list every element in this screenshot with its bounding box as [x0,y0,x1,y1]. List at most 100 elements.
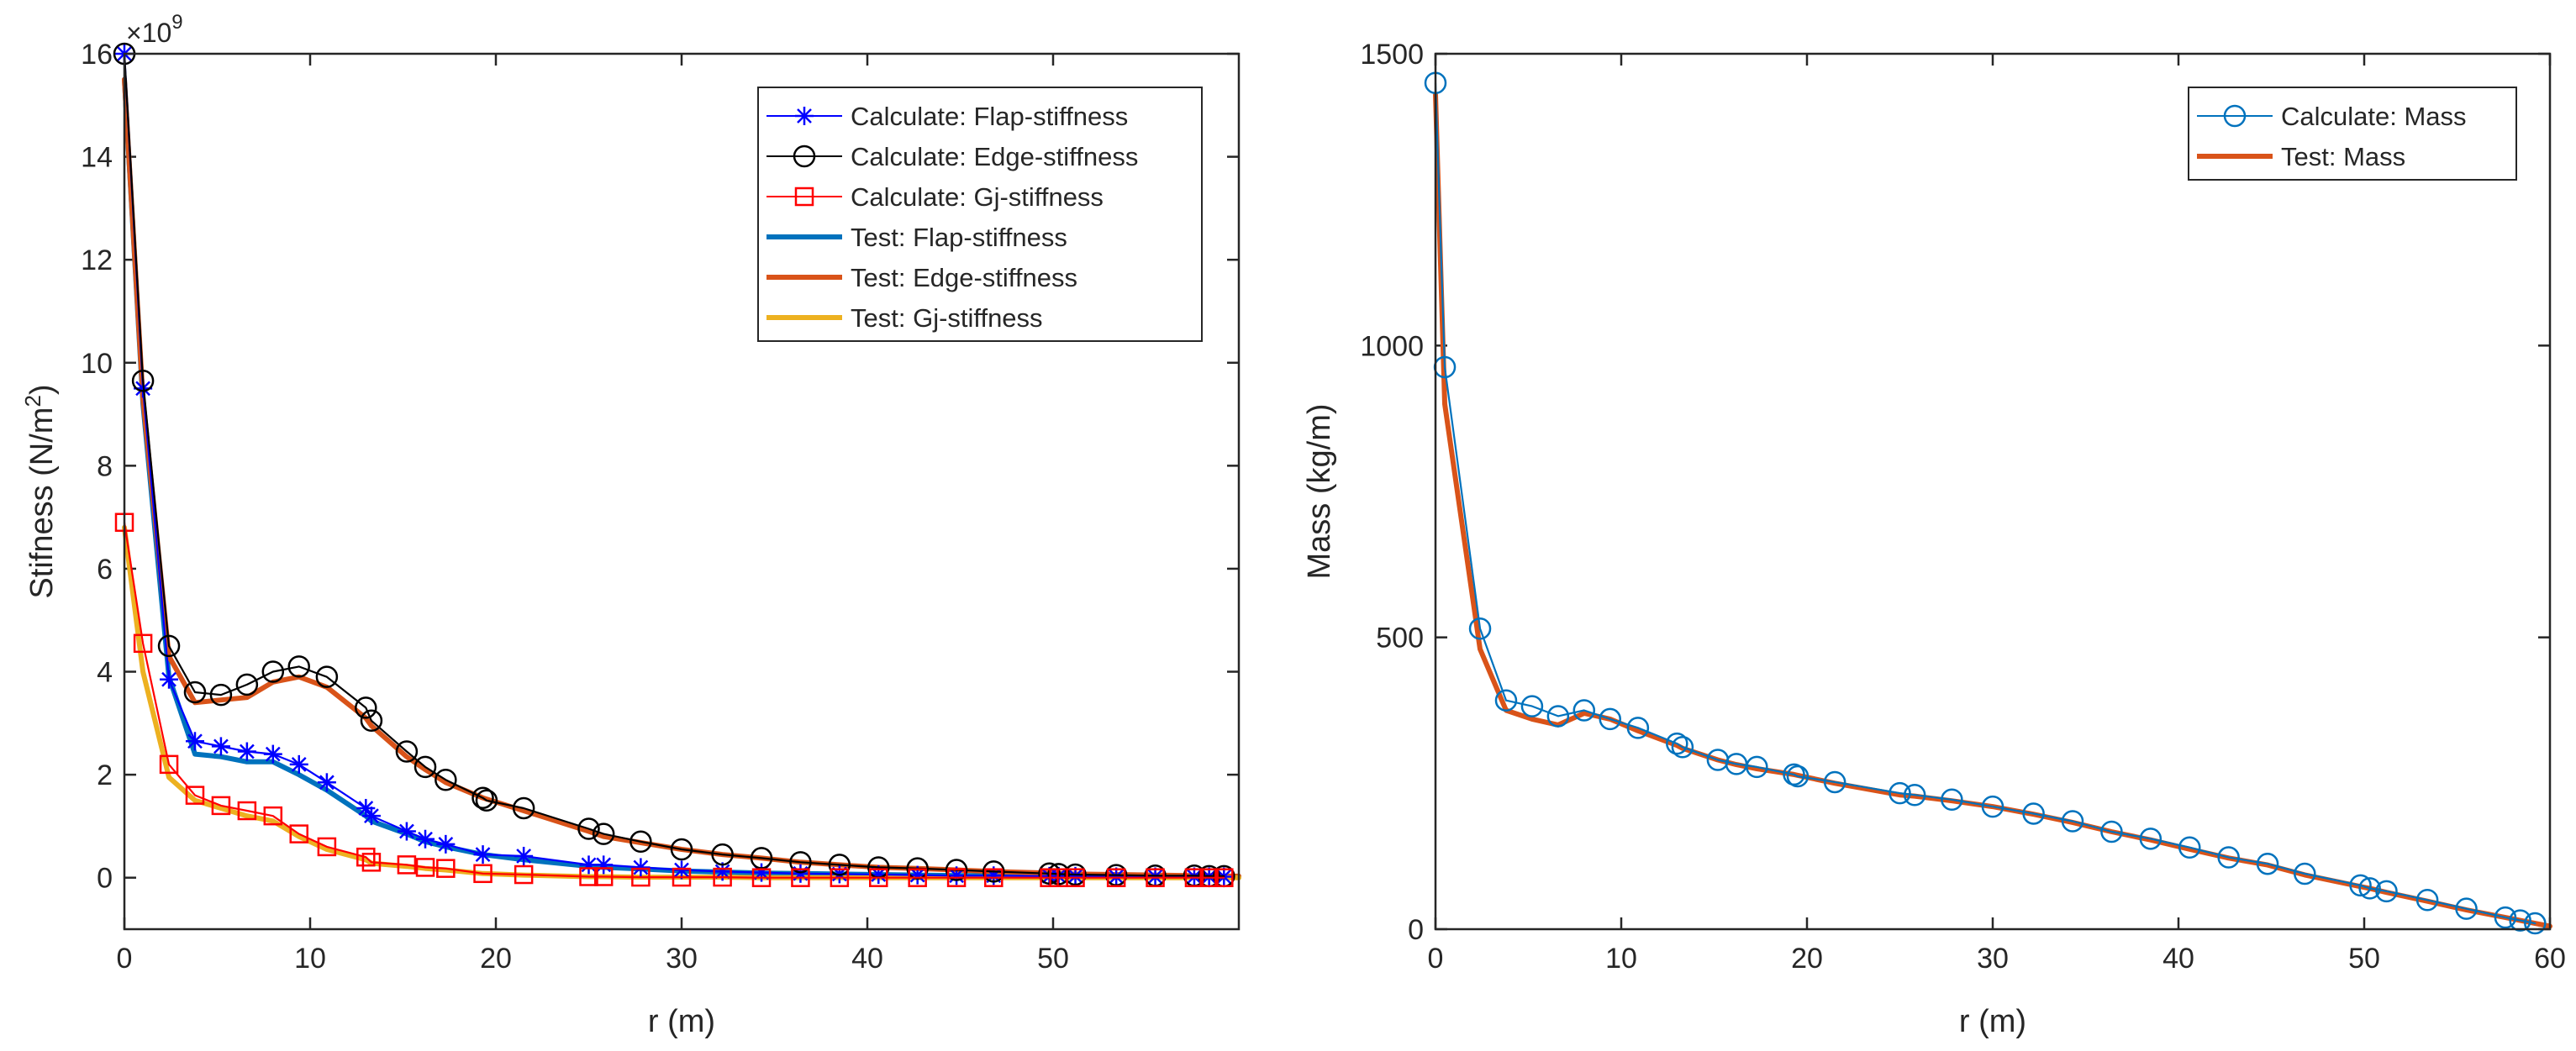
data-point-calculate-edge-stiffness [131,369,155,392]
data-point-calculate-gj-stiffness [631,867,651,887]
data-point-calculate-mass [2494,906,2517,929]
legend-label-calculate-gj: Calculate: Gj-stiffness [851,182,1104,212]
stiffness-series-group [113,42,1241,888]
data-point-calculate-mass [1520,695,1544,717]
data-point-calculate-edge-stiffness [475,789,498,812]
data-point-calculate-gj-stiffness [908,868,927,887]
data-point-calculate-mass [2509,909,2531,932]
mass-x-tick-label: 30 [1977,943,2009,975]
data-point-calculate-flap-stiffness [160,670,179,689]
data-point-calculate-gj-stiffness [159,754,179,775]
data-point-calculate-gj-stiffness [185,786,205,805]
stiffness-y-tick-label: 0 [97,863,113,895]
data-point-calculate-flap-stiffness [473,845,493,864]
stiffness-y-tick-label: 12 [81,244,113,276]
data-point-calculate-mass [1666,732,1688,755]
data-point-calculate-edge-stiffness [414,755,437,779]
data-point-calculate-gj-stiffness [133,633,153,654]
data-point-calculate-flap-stiffness [631,858,651,877]
data-point-calculate-mass [2178,836,2201,859]
data-point-calculate-mass [1468,617,1492,640]
mass-y-tick-label: 1000 [1360,330,1424,362]
data-point-calculate-mass [2375,880,2398,903]
stiffness-x-tick-label: 10 [294,943,326,975]
data-point-calculate-mass [2294,862,2316,885]
mass-x-tick-label: 20 [1791,943,1823,975]
legend-label-test-flap: Test: Flap-stiffness [851,223,1067,252]
mass-series-group [1424,71,2552,935]
data-point-calculate-flap-stiffness [211,737,230,756]
data-point-calculate-flap-stiffness [289,754,308,774]
mass-x-tick-label: 0 [1428,943,1444,975]
mass-plot-background [1436,54,2550,929]
data-point-calculate-edge-stiffness [592,822,615,845]
mass-x-tick-label: 60 [2534,943,2566,975]
data-point-calculate-edge-stiffness [828,854,851,876]
data-point-calculate-mass [2061,810,2084,833]
legend-entry-test-edge: Test: Edge-stiffness [766,263,1077,292]
stiffness-x-tick-label: 40 [851,943,883,975]
mass-axis-ticks: 0 10 20 30 40 50 60 0 500 1000 1500 [1360,39,2566,975]
data-point-calculate-gj-stiffness [514,864,534,885]
data-point-calculate-edge-stiffness [261,660,285,683]
legend-entry-calculate-mass: Calculate: Mass [2197,102,2467,131]
data-point-calculate-gj-stiffness [289,824,308,843]
data-point-calculate-edge-stiffness [1064,863,1087,886]
data-point-calculate-gj-stiffness [1066,868,1085,887]
legend-label-test-mass: Test: Mass [2281,142,2405,171]
data-point-calculate-gj-stiffness [593,867,614,886]
data-point-calculate-gj-stiffness [263,806,283,826]
data-point-calculate-gj-stiffness [415,858,435,877]
data-point-calculate-edge-stiffness [235,673,259,696]
data-point-calculate-gj-stiffness [830,868,850,887]
mass-y-axis-label: Mass (kg/m) [1302,404,1337,580]
legend-label-calculate-flap: Calculate: Flap-stiffness [851,102,1128,131]
stiffness-x-tick-label: 50 [1037,943,1069,975]
stiffness-y-tick-label: 8 [97,450,113,482]
data-point-calculate-gj-stiffness [473,864,493,884]
stiffness-y-tick-label: 2 [97,759,113,791]
data-point-calculate-flap-stiffness [361,807,381,826]
data-point-calculate-gj-stiffness [436,859,456,878]
data-point-calculate-gj-stiffness [1199,868,1219,887]
data-point-calculate-edge-stiffness [982,860,1005,883]
legend-entry-test-mass: Test: Mass [2197,142,2405,171]
data-point-calculate-gj-stiffness [984,868,1004,887]
data-point-calculate-edge-stiffness [577,817,600,840]
stiffness-y-tick-label: 4 [97,657,113,689]
data-point-calculate-gj-stiffness [1184,868,1204,887]
data-point-calculate-mass [1671,736,1694,759]
legend-label-test-gj: Test: Gj-stiffness [851,303,1043,333]
data-point-calculate-flap-stiffness [1146,867,1165,886]
data-point-calculate-gj-stiffness [791,868,810,887]
mass-chart: 0 10 20 30 40 50 60 0 500 1000 1500 r (m) Mass (kg… [1302,39,2566,1039]
legend-label-calculate-mass: Calculate: Mass [2281,102,2467,131]
stiffness-x-tick-label: 30 [666,943,698,975]
legend-asterisk-marker-icon [795,107,814,125]
data-point-calculate-gj-stiffness [751,868,772,887]
data-point-calculate-flap-stiffness [514,846,534,865]
data-point-calculate-edge-stiffness [183,681,207,704]
series-line-calculate-gj-stiffness [123,521,1225,879]
mass-legend: Calculate: Mass Test: Mass [2188,87,2517,181]
data-point-calculate-gj-stiffness [1214,868,1234,887]
data-point-calculate-mass [1941,788,1963,812]
series-line-test-mass [1433,92,2552,929]
stiffness-y-tick-label: 10 [81,348,113,380]
mass-x-tick-label: 10 [1605,943,1637,975]
data-point-calculate-gj-stiffness [946,868,967,887]
data-point-calculate-gj-stiffness [317,837,337,857]
data-point-calculate-flap-stiffness [416,829,435,849]
data-point-calculate-mass [1599,707,1621,731]
data-point-calculate-mass [1981,795,2004,818]
data-point-calculate-mass [1494,689,1518,712]
data-point-calculate-mass [2022,802,2045,825]
legend-label-test-edge: Test: Edge-stiffness [851,263,1077,292]
legend-entry-calculate-edge: Calculate: Edge-stiffness [766,142,1138,171]
data-point-calculate-mass [1786,765,1810,788]
data-point-calculate-flap-stiffness [791,864,810,883]
data-point-calculate-edge-stiffness [360,709,383,733]
stiffness-legend-box [757,87,1203,342]
stiffness-y-tick-label: 16 [81,39,113,71]
data-point-calculate-mass [1626,717,1650,739]
